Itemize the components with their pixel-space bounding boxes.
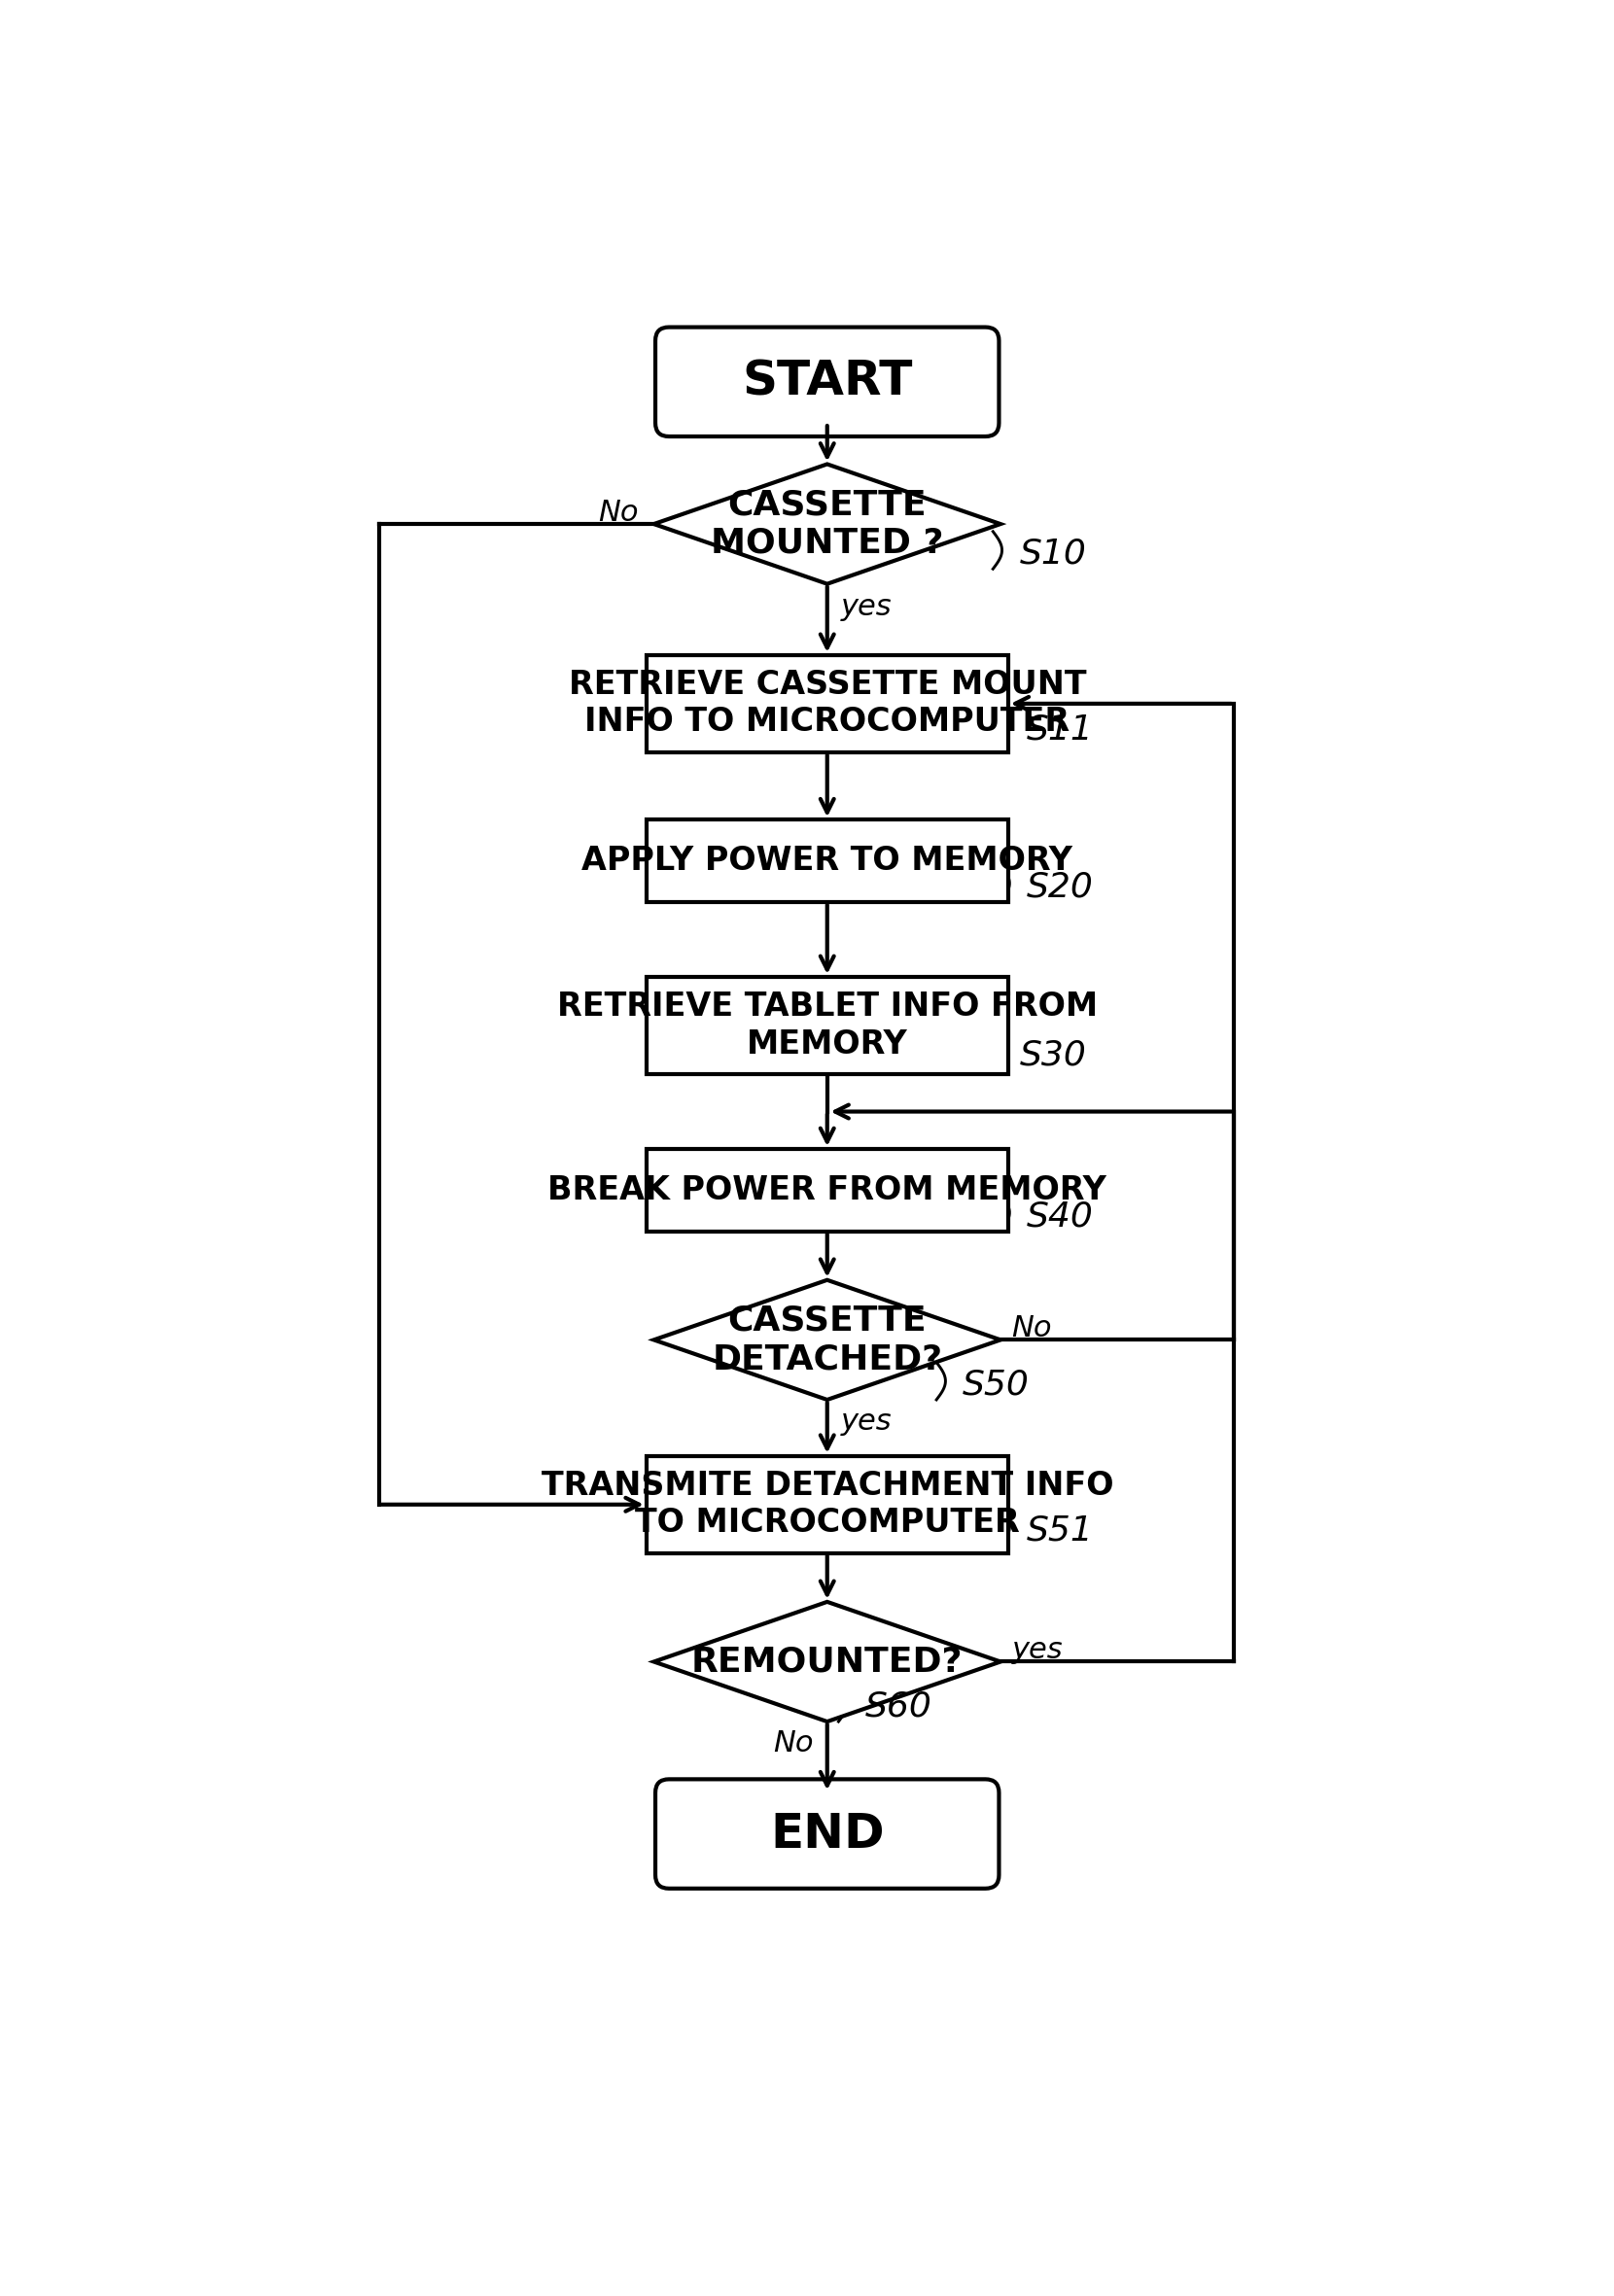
Text: RETRIEVE TABLET INFO FROM
MEMORY: RETRIEVE TABLET INFO FROM MEMORY <box>557 992 1098 1061</box>
Polygon shape <box>654 1603 1001 1722</box>
Text: REMOUNTED?: REMOUNTED? <box>691 1646 964 1678</box>
Text: yes: yes <box>1012 1637 1064 1665</box>
Polygon shape <box>654 464 1001 583</box>
FancyBboxPatch shape <box>655 1779 999 1890</box>
Bar <box>646 1456 1009 1552</box>
Text: S60: S60 <box>865 1690 931 1722</box>
Text: CASSETTE
DETACHED?: CASSETTE DETACHED? <box>712 1304 943 1375</box>
Text: CASSETTE
MOUNTED ?: CASSETTE MOUNTED ? <box>710 489 944 560</box>
Bar <box>646 820 1009 902</box>
Text: BREAK POWER FROM MEMORY: BREAK POWER FROM MEMORY <box>547 1173 1107 1205</box>
Text: START: START <box>742 358 912 404</box>
Text: S11: S11 <box>1027 714 1094 746</box>
Text: S40: S40 <box>1027 1201 1094 1233</box>
Bar <box>646 976 1009 1075</box>
Text: S30: S30 <box>1020 1038 1086 1072</box>
Text: S51: S51 <box>1027 1513 1094 1548</box>
Text: S50: S50 <box>964 1368 1030 1401</box>
Text: yes: yes <box>841 592 893 620</box>
Text: No: No <box>773 1729 813 1756</box>
Bar <box>646 1148 1009 1231</box>
Text: No: No <box>599 498 639 526</box>
Text: No: No <box>1012 1316 1052 1343</box>
Text: END: END <box>770 1812 884 1857</box>
Text: TRANSMITE DETACHMENT INFO
TO MICROCOMPUTER: TRANSMITE DETACHMENT INFO TO MICROCOMPUT… <box>541 1469 1114 1538</box>
FancyBboxPatch shape <box>655 326 999 436</box>
Text: yes: yes <box>841 1407 893 1435</box>
Text: RETRIEVE CASSETTE MOUNT
INFO TO MICROCOMPUTER: RETRIEVE CASSETTE MOUNT INFO TO MICROCOM… <box>568 668 1086 739</box>
Text: S20: S20 <box>1027 870 1094 905</box>
Polygon shape <box>654 1279 1001 1401</box>
Text: S10: S10 <box>1020 537 1086 569</box>
Text: APPLY POWER TO MEMORY: APPLY POWER TO MEMORY <box>581 845 1073 877</box>
Bar <box>646 654 1009 753</box>
